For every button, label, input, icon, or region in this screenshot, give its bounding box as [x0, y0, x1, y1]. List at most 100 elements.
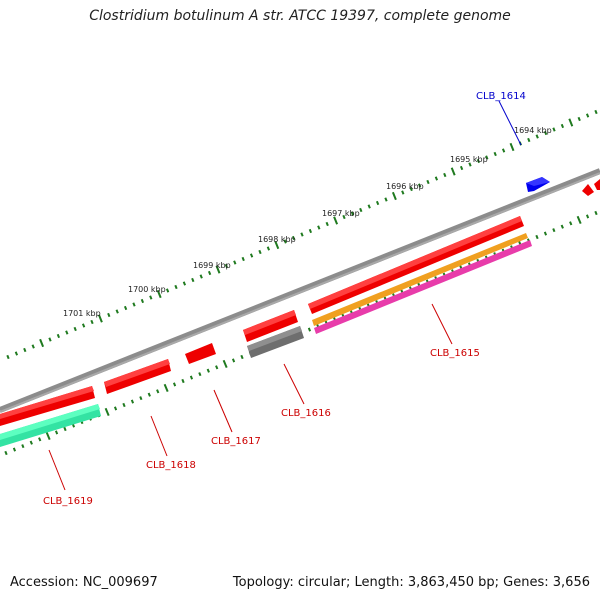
major-tick — [509, 142, 515, 152]
minor-tick — [73, 326, 77, 332]
gene-labels: CLB_1614 CLB_1615 CLB_1616 CLB_1617 CLB_… — [43, 91, 526, 507]
gene-clb-1615-magenta[interactable] — [314, 240, 532, 334]
minor-tick — [493, 151, 497, 157]
minor-tick — [585, 113, 590, 118]
minor-tick — [29, 440, 33, 445]
minor-tick — [401, 190, 405, 195]
minor-tick — [107, 312, 111, 318]
minor-tick — [189, 375, 194, 380]
minor-tick — [594, 210, 598, 216]
kbp-label: 1696 kbp — [386, 182, 424, 191]
gene-clb-1615[interactable] — [308, 216, 524, 314]
minor-tick — [165, 288, 170, 293]
minor-tick — [149, 295, 153, 300]
minor-tick — [543, 231, 548, 236]
minor-tick — [468, 162, 472, 167]
minor-tick — [535, 134, 539, 139]
kbp-label: 1698 kbp — [258, 235, 296, 244]
minor-tick — [207, 270, 212, 276]
genome-backbone — [0, 168, 600, 413]
gene-label-clb-1619[interactable]: CLB_1619 — [43, 496, 93, 507]
major-tick — [568, 118, 574, 127]
minor-tick — [174, 284, 178, 290]
minor-tick — [156, 389, 160, 394]
minor-tick — [535, 234, 539, 240]
minor-tick — [4, 450, 8, 456]
minor-tick — [31, 344, 35, 349]
gene-label-clb-1615[interactable]: CLB_1615 — [430, 348, 480, 359]
reverse-strand-features — [0, 216, 532, 447]
minor-tick — [21, 444, 25, 449]
minor-tick — [307, 327, 312, 332]
kbp-label: 1701 kbp — [63, 309, 101, 318]
major-tick — [45, 431, 51, 440]
map-title: Clostridium botulinum A str. ATCC 19397,… — [89, 8, 511, 24]
minor-tick — [199, 274, 203, 279]
minor-tick — [266, 246, 271, 251]
minor-tick — [552, 228, 556, 233]
minor-tick — [65, 330, 69, 335]
minor-tick — [172, 382, 177, 387]
major-tick — [97, 314, 103, 323]
minor-tick — [384, 197, 388, 202]
gene-label-clb-1618[interactable]: CLB_1618 — [146, 460, 196, 471]
minor-tick — [359, 207, 363, 213]
minor-tick — [350, 211, 355, 216]
gene-label-clb-1614[interactable]: CLB_1614 — [476, 91, 526, 102]
minor-tick — [90, 319, 94, 325]
gene-clb-1618[interactable] — [104, 359, 171, 394]
gene-clb-1616-gray[interactable] — [247, 326, 304, 358]
minor-tick — [123, 305, 128, 311]
minor-tick — [569, 221, 573, 226]
genome-info-text: Topology: circular; Length: 3,863,450 bp… — [232, 575, 590, 590]
minor-tick — [325, 221, 329, 227]
minor-tick — [113, 406, 118, 411]
gene-clb-1614[interactable] — [526, 177, 550, 192]
minor-tick — [585, 214, 590, 219]
minor-tick — [317, 225, 321, 230]
minor-tick — [132, 302, 136, 307]
gene-clb-1617[interactable] — [185, 343, 216, 364]
minor-tick — [342, 214, 346, 220]
minor-tick — [375, 200, 380, 206]
gene-clb-1615-orange[interactable] — [312, 233, 528, 326]
minor-tick — [215, 365, 219, 370]
minor-tick — [63, 426, 67, 432]
gene-clb-1619[interactable] — [0, 386, 95, 426]
minor-tick — [81, 323, 86, 328]
minor-tick — [283, 239, 287, 244]
minor-tick — [552, 127, 556, 132]
minor-tick — [240, 354, 244, 360]
minor-tick — [14, 351, 19, 356]
minor-tick — [224, 263, 229, 269]
minor-tick — [115, 309, 119, 314]
minor-tick — [258, 249, 262, 255]
minor-tick — [181, 378, 185, 384]
minor-tick — [241, 256, 245, 262]
major-tick — [576, 215, 582, 224]
gene-clb-1616[interactable] — [243, 310, 298, 342]
forward-strand-features — [526, 177, 600, 196]
gene-clb-1619-green[interactable] — [0, 404, 101, 447]
gene-feature-edge[interactable] — [582, 179, 600, 196]
major-tick — [156, 289, 162, 299]
minor-tick — [367, 204, 371, 209]
minor-tick — [417, 183, 422, 188]
major-tick — [333, 216, 339, 225]
kbp-label: 1694 kbp — [514, 126, 552, 135]
minor-tick — [23, 347, 27, 353]
minor-tick — [6, 354, 10, 360]
minor-tick — [139, 396, 143, 401]
gene-label-clb-1617[interactable]: CLB_1617 — [211, 436, 261, 447]
kbp-label: 1697 kbp — [322, 209, 360, 218]
kbp-label: 1699 kbp — [193, 261, 231, 270]
gene-label-clb-1616[interactable]: CLB_1616 — [281, 408, 331, 419]
major-tick — [222, 359, 228, 368]
minor-tick — [527, 137, 531, 143]
minor-tick — [206, 368, 210, 373]
minor-tick — [38, 437, 42, 442]
minor-tick — [443, 172, 447, 178]
minor-tick — [48, 337, 52, 342]
major-tick — [274, 240, 280, 250]
